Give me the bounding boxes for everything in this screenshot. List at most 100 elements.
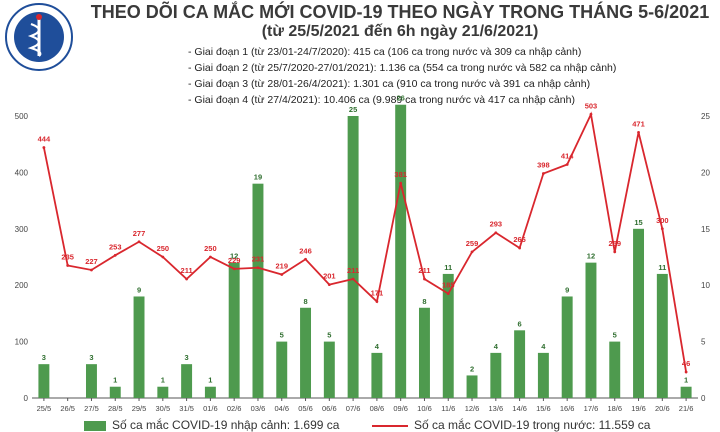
y-left-tick-label: 200 (15, 281, 29, 290)
line-point (518, 246, 522, 250)
phase-note: - Giai đoạn 3 (từ 28/01-26/4/2021): 1.30… (188, 78, 591, 90)
line-value-label: 211 (181, 266, 193, 275)
bar-value-label: 2 (470, 364, 474, 373)
legend-bar-swatch (84, 420, 106, 431)
bar-value-label: 19 (254, 173, 262, 182)
chart-subtitle: (từ 25/5/2021 đến 6h ngày 21/6/2021) (261, 23, 539, 40)
legend-line-swatch (372, 424, 408, 427)
line-value-label: 444 (38, 135, 51, 144)
line-value-label: 235 (61, 252, 74, 261)
bar (609, 341, 621, 398)
line-value-label: 414 (561, 152, 574, 161)
x-tick-label: 13/6 (489, 404, 504, 413)
x-tick-label: 01/6 (203, 404, 218, 413)
line-point (684, 370, 688, 374)
line-value-label: 246 (299, 246, 312, 255)
bar (442, 273, 454, 398)
bar (561, 296, 573, 398)
line-point (232, 267, 236, 271)
bar (371, 352, 383, 398)
bar-value-label: 12 (587, 252, 595, 261)
line-value-label: 171 (371, 289, 384, 298)
bar-value-label: 25 (349, 105, 357, 114)
x-tick-label: 18/6 (607, 404, 622, 413)
line-point (613, 250, 617, 254)
line-value-label: 266 (513, 235, 526, 244)
line-point (304, 257, 307, 261)
x-tick-label: 12/6 (465, 404, 480, 413)
bar-value-label: 8 (422, 297, 426, 306)
x-tick-label: 03/6 (251, 404, 266, 413)
bar (85, 364, 97, 398)
bar-value-label: 11 (658, 263, 666, 272)
x-tick-label: 20/6 (655, 404, 670, 413)
line-point (423, 277, 426, 281)
line-value-label: 293 (490, 220, 503, 229)
line-value-label: 185 (442, 281, 455, 290)
bar (514, 330, 526, 398)
line-value-label: 259 (466, 239, 479, 248)
bar-value-label: 26 (397, 94, 405, 103)
legend-bars-label: Số ca mắc COVID-19 nhập cảnh: 1.699 ca (112, 418, 340, 432)
bar-value-label: 1 (684, 376, 688, 385)
bar-value-label: 6 (518, 319, 522, 328)
line-point (375, 300, 379, 303)
y-left-tick-label: 100 (15, 338, 29, 347)
x-tick-label: 21/6 (679, 404, 694, 413)
x-tick-label: 04/6 (274, 404, 289, 413)
line-value-label: 227 (85, 257, 98, 266)
y-right-tick-label: 5 (701, 338, 706, 347)
line-point (42, 146, 46, 149)
bar (347, 116, 359, 398)
x-tick-label: 17/6 (584, 404, 599, 413)
y-left-tick-label: 300 (15, 225, 29, 234)
line-point (541, 172, 545, 175)
bar-value-label: 11 (444, 263, 452, 272)
bar-value-label: 1 (113, 376, 117, 385)
line-point (90, 268, 93, 272)
bar (204, 386, 216, 398)
phase-notes: - Giai đoạn 1 (từ 23/01-24/7/2020): 415 … (188, 44, 616, 108)
line-point (589, 112, 593, 116)
line-point (660, 227, 664, 231)
bar-value-label: 5 (613, 331, 617, 340)
bar (38, 364, 50, 398)
bar-value-label: 9 (565, 285, 569, 294)
line-point (565, 163, 569, 166)
x-tick-label: 07/6 (346, 404, 361, 413)
line-value-label: 277 (133, 229, 146, 238)
x-tick-label: 26/5 (60, 404, 75, 413)
y-right-tick-label: 0 (701, 394, 706, 403)
y-right-tick-label: 20 (701, 168, 710, 177)
bar (276, 341, 288, 398)
bar (466, 375, 478, 398)
bar-value-label: 12 (230, 252, 238, 261)
x-tick-label: 27/5 (84, 404, 99, 413)
x-tick-label: 31/5 (179, 404, 194, 413)
line-value-label: 471 (632, 119, 645, 128)
bar (181, 364, 193, 398)
bar (656, 273, 668, 398)
x-tick-label: 11/6 (441, 404, 455, 413)
line-point (113, 253, 117, 257)
line-value-label: 250 (204, 244, 217, 253)
x-tick-label: 05/6 (298, 404, 313, 413)
line-point (327, 283, 331, 287)
phase-note: - Giai đoạn 2 (từ 25/7/2020-27/01/2021):… (188, 62, 617, 74)
line-value-label: 381 (394, 170, 407, 179)
line-value-label: 398 (537, 161, 550, 170)
bar (323, 341, 335, 398)
x-tick-label: 25/5 (37, 404, 52, 413)
line-value-label: 229 (228, 256, 241, 265)
bar (228, 262, 240, 398)
y-left-tick-label: 500 (15, 112, 29, 121)
line-point (66, 264, 70, 267)
bar (252, 183, 264, 398)
x-tick-label: 29/5 (132, 404, 147, 413)
bar-value-label: 1 (161, 376, 165, 385)
line-point (351, 277, 355, 281)
x-tick-label: 02/6 (227, 404, 242, 413)
line-point (494, 231, 498, 235)
bar (395, 104, 407, 398)
